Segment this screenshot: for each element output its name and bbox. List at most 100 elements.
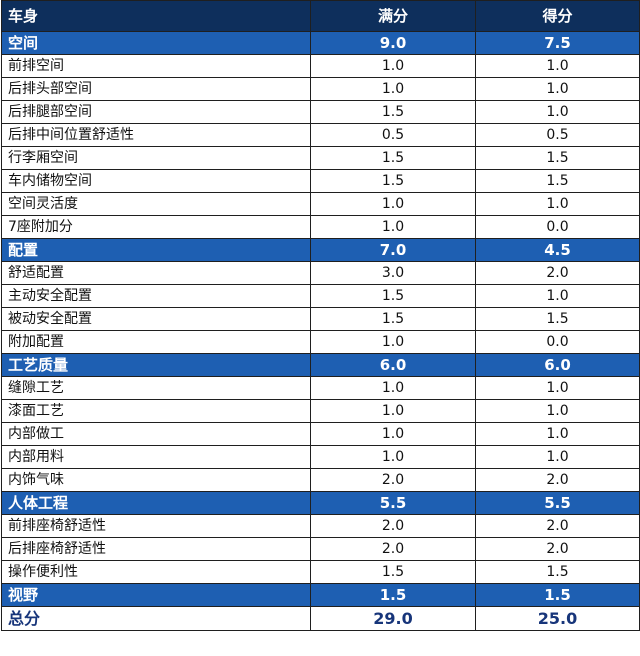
table-row: 7座附加分 1.0 0.0 [1,215,640,239]
table-row: 前排空间 1.0 1.0 [1,54,640,78]
table-row: 车内储物空间 1.5 1.5 [1,169,640,193]
section-full-score: 5.5 [310,491,476,515]
item-score: 0.0 [475,330,640,354]
item-score: 1.0 [475,422,640,446]
item-name: 7座附加分 [1,215,311,239]
header-full-score: 满分 [310,0,476,32]
section-full-score: 6.0 [310,353,476,377]
item-name: 缝隙工艺 [1,376,311,400]
item-score: 1.5 [475,146,640,170]
table-row: 空间灵活度 1.0 1.0 [1,192,640,216]
item-name: 前排座椅舒适性 [1,514,311,538]
section-name: 人体工程 [1,491,311,515]
item-full-score: 1.0 [310,422,476,446]
item-score: 1.5 [475,169,640,193]
item-score: 1.0 [475,399,640,423]
item-name: 后排头部空间 [1,77,311,101]
section-score: 1.5 [475,583,640,607]
table-row: 舒适配置 3.0 2.0 [1,261,640,285]
table-row: 前排座椅舒适性 2.0 2.0 [1,514,640,538]
section-full-score: 9.0 [310,31,476,55]
item-name: 舒适配置 [1,261,311,285]
section-score: 5.5 [475,491,640,515]
section-row: 视野 1.5 1.5 [1,583,640,607]
item-name: 主动安全配置 [1,284,311,308]
section-name: 空间 [1,31,311,55]
item-full-score: 1.0 [310,330,476,354]
item-score: 1.0 [475,54,640,78]
item-full-score: 1.0 [310,192,476,216]
item-name: 前排空间 [1,54,311,78]
item-score: 2.0 [475,537,640,561]
item-score: 1.0 [475,376,640,400]
total-score: 25.0 [475,606,640,631]
header-score: 得分 [475,0,640,32]
item-full-score: 2.0 [310,537,476,561]
table-row: 后排中间位置舒适性 0.5 0.5 [1,123,640,147]
item-full-score: 1.5 [310,169,476,193]
item-full-score: 1.5 [310,284,476,308]
item-full-score: 1.5 [310,560,476,584]
item-score: 1.5 [475,307,640,331]
section-score: 6.0 [475,353,640,377]
section-row: 空间 9.0 7.5 [1,31,640,55]
item-score: 1.0 [475,77,640,101]
table-row: 附加配置 1.0 0.0 [1,330,640,354]
section-row: 人体工程 5.5 5.5 [1,491,640,515]
item-full-score: 1.0 [310,54,476,78]
item-score: 1.0 [475,284,640,308]
section-row: 配置 7.0 4.5 [1,238,640,262]
section-name: 工艺质量 [1,353,311,377]
item-full-score: 1.0 [310,215,476,239]
item-name: 后排座椅舒适性 [1,537,311,561]
table-row: 内饰气味 2.0 2.0 [1,468,640,492]
table-row: 主动安全配置 1.5 1.0 [1,284,640,308]
item-score: 0.5 [475,123,640,147]
item-name: 漆面工艺 [1,399,311,423]
total-label: 总分 [1,606,311,631]
section-full-score: 7.0 [310,238,476,262]
table-row: 漆面工艺 1.0 1.0 [1,399,640,423]
item-name: 空间灵活度 [1,192,311,216]
item-score: 1.0 [475,445,640,469]
item-full-score: 2.0 [310,514,476,538]
total-full-score: 29.0 [310,606,476,631]
item-name: 内饰气味 [1,468,311,492]
item-full-score: 1.0 [310,445,476,469]
item-name: 车内储物空间 [1,169,311,193]
item-score: 2.0 [475,468,640,492]
item-full-score: 0.5 [310,123,476,147]
item-name: 操作便利性 [1,560,311,584]
item-score: 1.0 [475,100,640,124]
item-score: 2.0 [475,261,640,285]
table-row: 操作便利性 1.5 1.5 [1,560,640,584]
section-full-score: 1.5 [310,583,476,607]
table-row: 内部用料 1.0 1.0 [1,445,640,469]
item-full-score: 3.0 [310,261,476,285]
table-row: 后排腿部空间 1.5 1.0 [1,100,640,124]
item-name: 内部用料 [1,445,311,469]
section-name: 视野 [1,583,311,607]
item-name: 内部做工 [1,422,311,446]
section-row: 工艺质量 6.0 6.0 [1,353,640,377]
item-name: 行李厢空间 [1,146,311,170]
item-score: 1.0 [475,192,640,216]
table-row: 后排头部空间 1.0 1.0 [1,77,640,101]
section-name: 配置 [1,238,311,262]
item-full-score: 1.5 [310,146,476,170]
table-row: 后排座椅舒适性 2.0 2.0 [1,537,640,561]
item-score: 1.5 [475,560,640,584]
item-name: 附加配置 [1,330,311,354]
table-row: 被动安全配置 1.5 1.5 [1,307,640,331]
item-score: 0.0 [475,215,640,239]
table-row: 内部做工 1.0 1.0 [1,422,640,446]
score-table: 车身 满分 得分 空间 9.0 7.5 前排空间 1.0 1.0 后排头部空间 1.0 1.0 后… [1,0,640,631]
table-header-row: 车身 满分 得分 [1,0,640,32]
table-row: 缝隙工艺 1.0 1.0 [1,376,640,400]
item-name: 后排腿部空间 [1,100,311,124]
item-full-score: 1.0 [310,77,476,101]
item-full-score: 1.0 [310,376,476,400]
section-score: 4.5 [475,238,640,262]
table-body: 空间 9.0 7.5 前排空间 1.0 1.0 后排头部空间 1.0 1.0 后排腿部空间 1.5 1… [1,31,640,607]
item-full-score: 1.0 [310,399,476,423]
